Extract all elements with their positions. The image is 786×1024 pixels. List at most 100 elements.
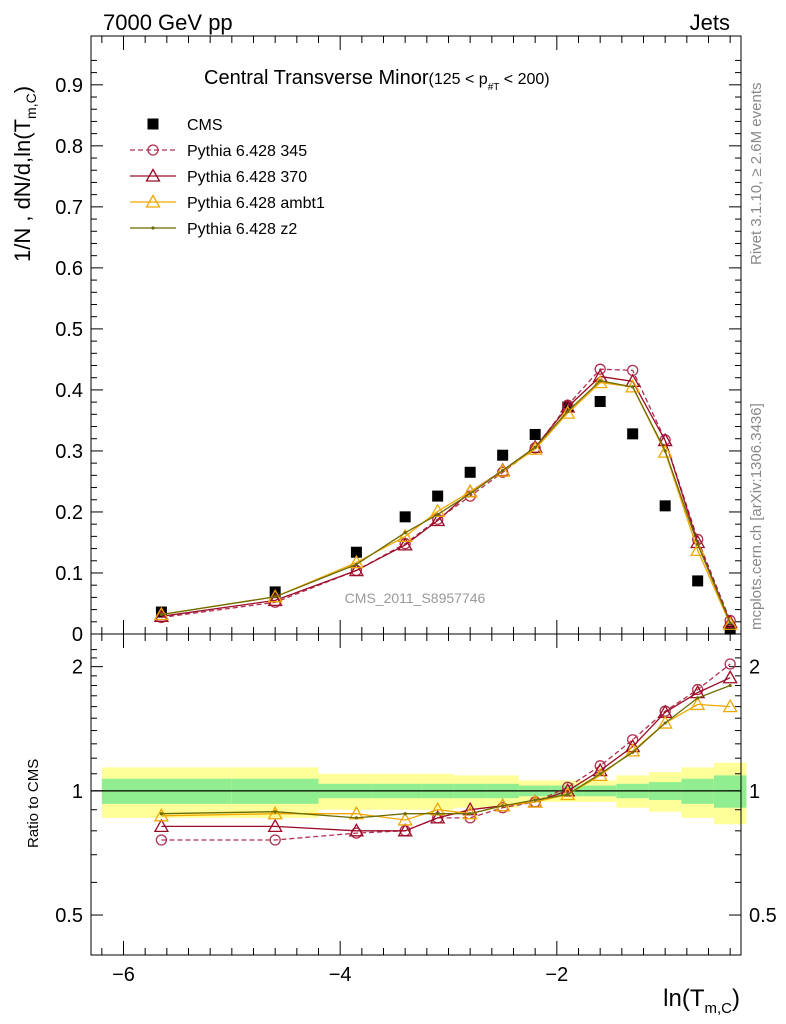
mcplots-label: mcplots.cern.ch [arXiv:1306.3436]	[748, 403, 765, 630]
data-point-cms	[464, 466, 476, 478]
data-point-z2	[403, 531, 407, 535]
data-point-p370	[267, 818, 283, 833]
data-point-ambt1	[722, 698, 738, 713]
ratio-series-layer	[153, 658, 738, 846]
data-point-cms	[269, 586, 281, 598]
data-point-ambt1	[657, 444, 673, 458]
data-point-z2	[598, 772, 602, 776]
data-point-z2	[696, 542, 700, 546]
data-point-ambt1	[560, 405, 576, 419]
main-axes: 0 0.1 0.2 0.3 0.4 0.5 0.6 0.7 0.8 0.9	[55, 35, 742, 646]
main-y-axis-title-text: 1/N , dN/d,ln(T	[10, 119, 35, 262]
data-point-p370	[527, 439, 543, 453]
data-point-z2	[631, 385, 635, 389]
data-point-ambt1	[722, 616, 738, 630]
ratio-y-tick-label-right: 1	[749, 781, 760, 803]
data-point-p370	[267, 592, 283, 607]
main-y-tick-label: 0.3	[55, 441, 83, 463]
data-point-ambt1	[527, 441, 543, 455]
main-title-text: Central Transverse Minor	[204, 67, 429, 89]
data-point-z2	[354, 816, 359, 820]
main-y-tick-label: 0.2	[55, 502, 83, 524]
legend-label-p370: Pythia 6.428 370	[187, 169, 307, 186]
x-axis-title-text: ln(T	[663, 985, 705, 1012]
data-point-cms	[497, 449, 509, 461]
main-y-tick-label: 0.9	[55, 75, 83, 97]
ratio-band-inner	[713, 775, 747, 808]
data-point-z2	[436, 812, 440, 816]
ratio-frame	[90, 633, 742, 956]
legend-label-cms: CMS	[187, 117, 223, 134]
data-point-cms	[627, 428, 639, 440]
data-point-p370	[430, 810, 446, 824]
data-point-ambt1	[397, 812, 413, 826]
x-tick-label: −4	[329, 964, 352, 986]
data-point-cms	[432, 490, 444, 502]
main-title-suffix: (125 < p	[429, 71, 488, 88]
legend-marker-p345	[147, 144, 159, 156]
data-point-z2	[696, 696, 700, 700]
legend: CMS Pythia 6.428 345 Pythia 6.428 370 Pythi…	[130, 117, 325, 238]
ratio-y-axis-title: Ratio to CMS	[25, 759, 42, 848]
data-point-z2	[566, 792, 570, 797]
x-axis-title-end: )	[732, 985, 740, 1012]
main-y-axis-title: 1/N , dN/d,ln(Tm,C)	[10, 86, 39, 262]
data-point-p345	[269, 834, 281, 846]
data-point-ambt1	[690, 542, 706, 557]
data-point-ambt1	[495, 463, 511, 477]
data-point-z2	[566, 409, 570, 413]
data-point-cms	[399, 511, 411, 523]
data-point-p370	[153, 608, 170, 622]
x-tick-label: −6	[112, 964, 135, 986]
series-line-p370	[161, 375, 731, 623]
data-point-z2	[273, 810, 277, 814]
data-point-ambt1	[560, 786, 576, 801]
legend-marker-p370	[145, 168, 161, 182]
main-y-tick-label: 0.4	[55, 380, 83, 402]
ratio-y-tick-label-right: 0.5	[749, 905, 777, 927]
ratio-y-tick-label-right: 2	[749, 657, 760, 679]
data-point-z2	[159, 812, 164, 816]
data-point-p370	[153, 818, 170, 833]
series-line-ambt1	[161, 381, 731, 625]
main-y-tick-label: 0.8	[55, 136, 83, 158]
main-title: Central Transverse Minor(125 < p#T < 200…	[204, 67, 550, 93]
data-point-z2	[273, 595, 277, 599]
header-process-label: Jets	[690, 10, 730, 35]
data-point-p345	[724, 658, 736, 670]
data-point-ambt1	[690, 696, 706, 711]
x-axis-title: ln(Tm,C)	[663, 985, 740, 1017]
main-y-axis-title-end: )	[10, 86, 35, 93]
data-point-z2	[533, 445, 537, 449]
series-line-p345	[161, 368, 731, 621]
ratio-y-tick-label: 1	[72, 781, 83, 803]
legend-marker-ambt1	[145, 194, 161, 208]
data-point-ambt1	[153, 807, 170, 822]
data-point-p370	[348, 822, 365, 837]
data-point-p345	[155, 834, 168, 846]
main-title-sub: #T	[488, 82, 500, 93]
main-title-suffix2: < 200)	[499, 71, 549, 88]
data-point-ambt1	[430, 503, 446, 517]
data-point-cms	[350, 546, 362, 558]
data-point-z2	[468, 812, 472, 816]
data-point-z2	[728, 621, 732, 625]
data-point-cms	[659, 500, 671, 512]
series-line-z2	[161, 380, 731, 624]
data-point-z2	[403, 812, 407, 816]
data-point-p345	[594, 363, 606, 375]
data-point-z2	[468, 492, 472, 496]
series-line-z2	[161, 684, 731, 819]
data-point-p345	[692, 683, 704, 696]
data-point-p370	[722, 614, 738, 629]
main-y-axis-title-sub: m,C	[23, 93, 39, 119]
ratio-y-tick-label: 2	[72, 657, 83, 679]
data-point-z2	[533, 798, 537, 802]
data-point-cms	[594, 396, 606, 408]
data-point-p370	[397, 537, 413, 551]
data-point-z2	[631, 750, 635, 754]
main-y-tick-label: 0.6	[55, 258, 83, 280]
data-point-ambt1	[267, 805, 283, 820]
data-point-z2	[663, 721, 667, 725]
